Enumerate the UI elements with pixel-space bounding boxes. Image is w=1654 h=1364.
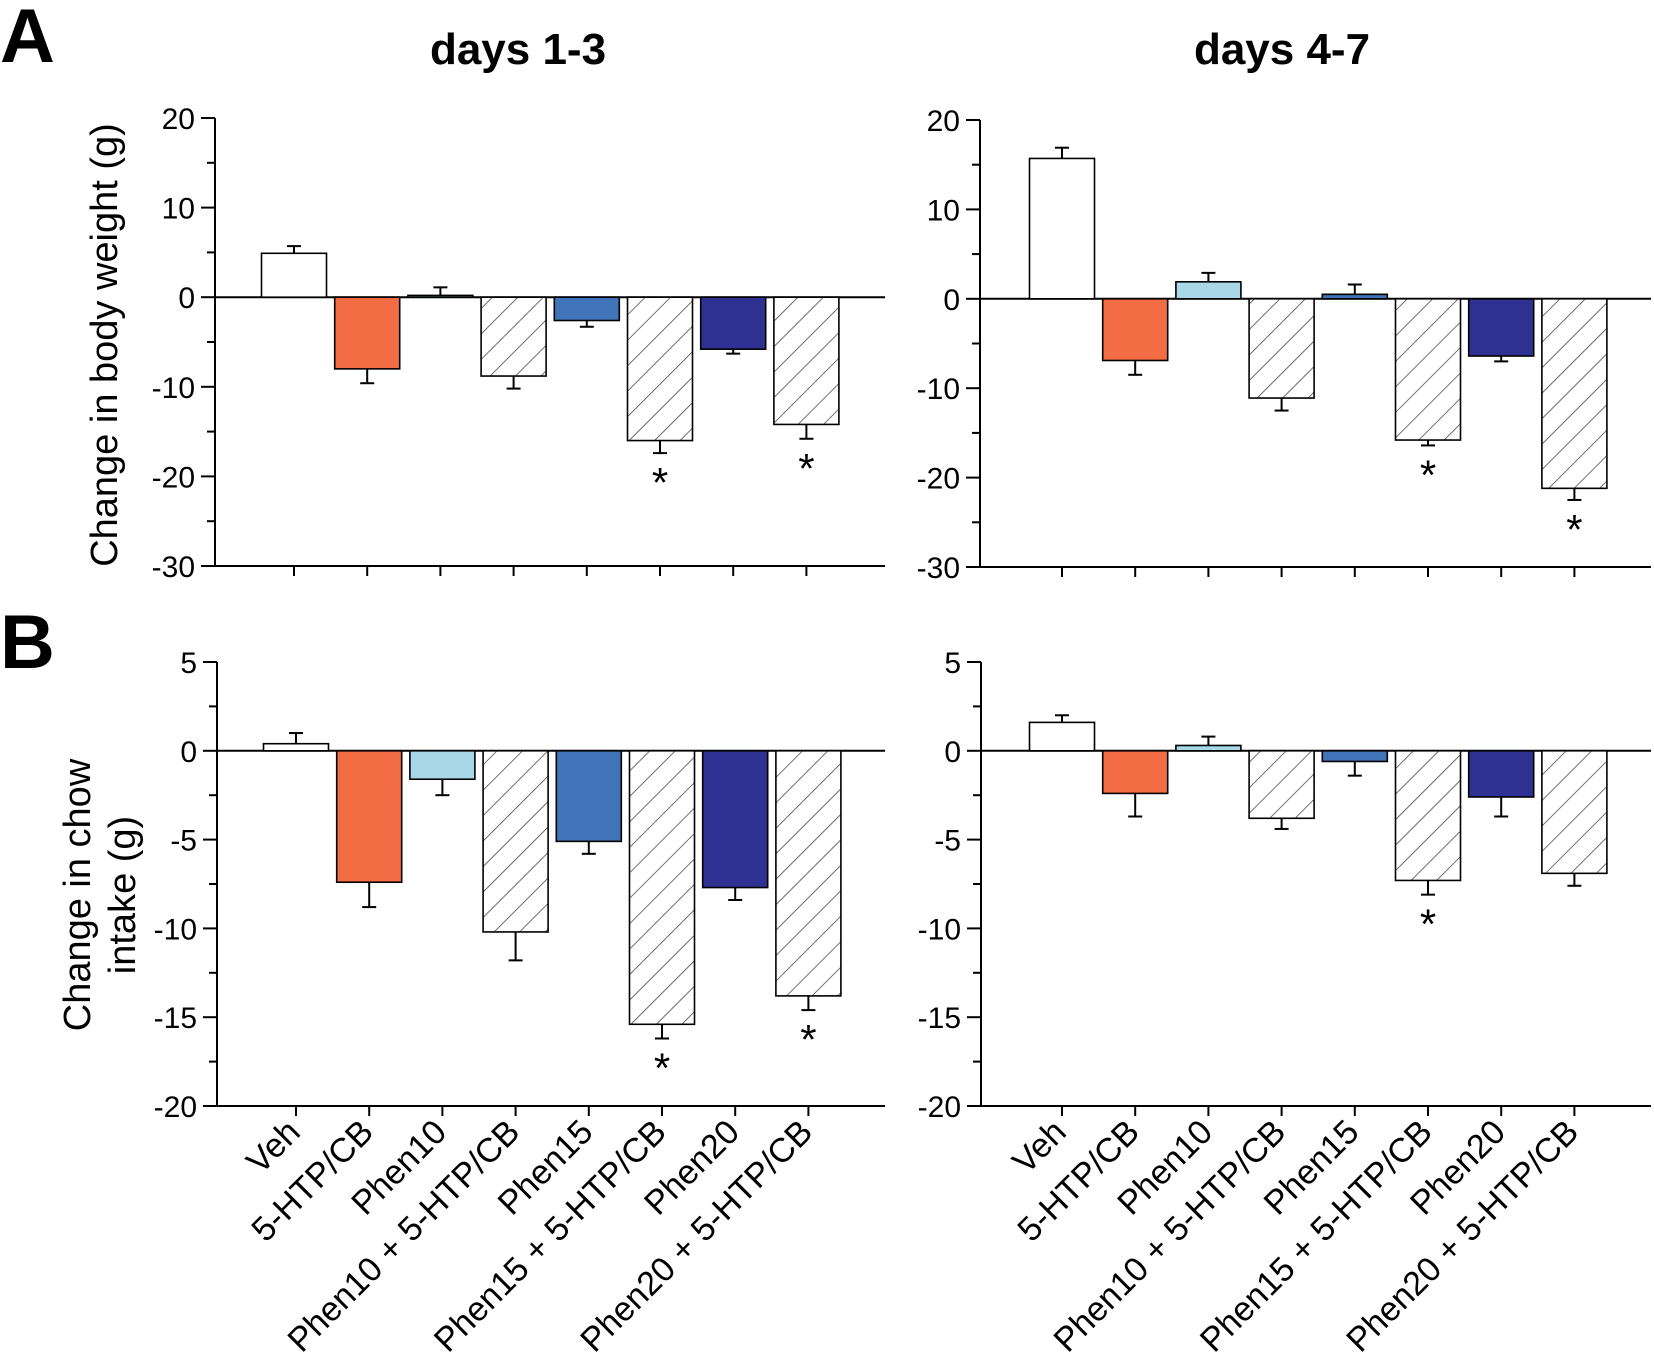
significance-asterisk: * — [652, 459, 668, 506]
y-tick-label: 0 — [944, 736, 961, 769]
bar-2 — [335, 749, 403, 884]
column-title-days-4-7: days 4-7 — [1194, 25, 1370, 74]
bar-1 — [1028, 721, 1096, 752]
bar-7 — [699, 296, 767, 350]
bar-3 — [1175, 744, 1242, 752]
y-tick-label: 10 — [927, 194, 960, 227]
panel-letter-a: A — [0, 0, 55, 79]
bar-8 — [775, 749, 842, 997]
bar-5 — [553, 296, 621, 322]
bar-4 — [1248, 297, 1315, 399]
bar-3 — [407, 294, 474, 298]
y-tick-label: -10 — [917, 373, 960, 406]
significance-asterisk: * — [654, 1045, 670, 1092]
bar-8 — [1541, 749, 1608, 875]
column-title-days-1-3: days 1-3 — [430, 25, 606, 74]
y-tick-label: -10 — [154, 913, 197, 946]
bar-6 — [626, 296, 694, 442]
bar-7 — [1467, 749, 1535, 798]
bar-5 — [1321, 293, 1389, 300]
y-tick-label: -20 — [917, 463, 960, 496]
bar-5 — [555, 749, 623, 843]
y-axis-label-chow-line2: intake (g) — [102, 816, 144, 974]
bar-4 — [1248, 749, 1315, 820]
bar-4 — [482, 749, 549, 933]
bar-2 — [333, 296, 401, 370]
bar-1 — [260, 252, 328, 299]
significance-asterisk: * — [800, 1016, 816, 1063]
significance-asterisk: * — [798, 445, 814, 492]
bar-7 — [701, 749, 769, 889]
y-tick-label: 5 — [944, 647, 961, 680]
bar-8 — [1541, 297, 1608, 490]
bar-1 — [1028, 157, 1096, 300]
y-tick-label: -20 — [154, 1091, 197, 1124]
y-tick-label: 10 — [162, 193, 195, 226]
bar-8 — [773, 296, 840, 426]
significance-asterisk: * — [1420, 451, 1436, 498]
bar-7 — [1467, 297, 1535, 357]
y-tick-label: -5 — [170, 825, 197, 858]
y-tick-label: -30 — [152, 551, 195, 584]
bar-6 — [628, 749, 696, 1026]
y-tick-label: -10 — [152, 372, 195, 405]
y-axis-label-body-weight: Change in body weight (g) — [84, 123, 126, 567]
y-axis-label-chow-line1: Change in chow — [57, 758, 99, 1031]
plot-a-days-4-7: 20 10 0 -10 -20 -30 * * — [917, 105, 1651, 585]
bar-6 — [1394, 749, 1462, 882]
y-tick-label: 0 — [943, 284, 960, 317]
y-tick-label: 0 — [180, 736, 197, 769]
y-tick-label: 5 — [180, 647, 197, 680]
bar-2 — [1101, 749, 1169, 795]
bar-5 — [1321, 749, 1389, 763]
bar-3 — [1175, 281, 1242, 300]
y-tick-label: -30 — [917, 552, 960, 585]
y-tick-label: -20 — [918, 1091, 961, 1124]
bar-3 — [409, 749, 476, 781]
y-tick-label: 20 — [162, 103, 195, 136]
bar-6 — [1394, 297, 1462, 441]
y-tick-label: -10 — [918, 913, 961, 946]
y-tick-label: -15 — [918, 1002, 961, 1035]
bar-2 — [1101, 297, 1169, 362]
significance-asterisk: * — [1420, 901, 1436, 948]
y-tick-label: 20 — [927, 105, 960, 138]
y-tick-label: -5 — [934, 825, 961, 858]
plot-a-days-1-3: 20 10 0 -10 -20 -30 * * — [152, 103, 885, 584]
y-tick-label: -20 — [152, 461, 195, 494]
y-tick-label: 0 — [178, 282, 195, 315]
bar-4 — [480, 296, 547, 377]
y-tick-label: -15 — [154, 1002, 197, 1035]
bar-1 — [262, 742, 330, 752]
significance-asterisk: * — [1566, 506, 1582, 553]
panel-letter-b: B — [0, 600, 55, 685]
